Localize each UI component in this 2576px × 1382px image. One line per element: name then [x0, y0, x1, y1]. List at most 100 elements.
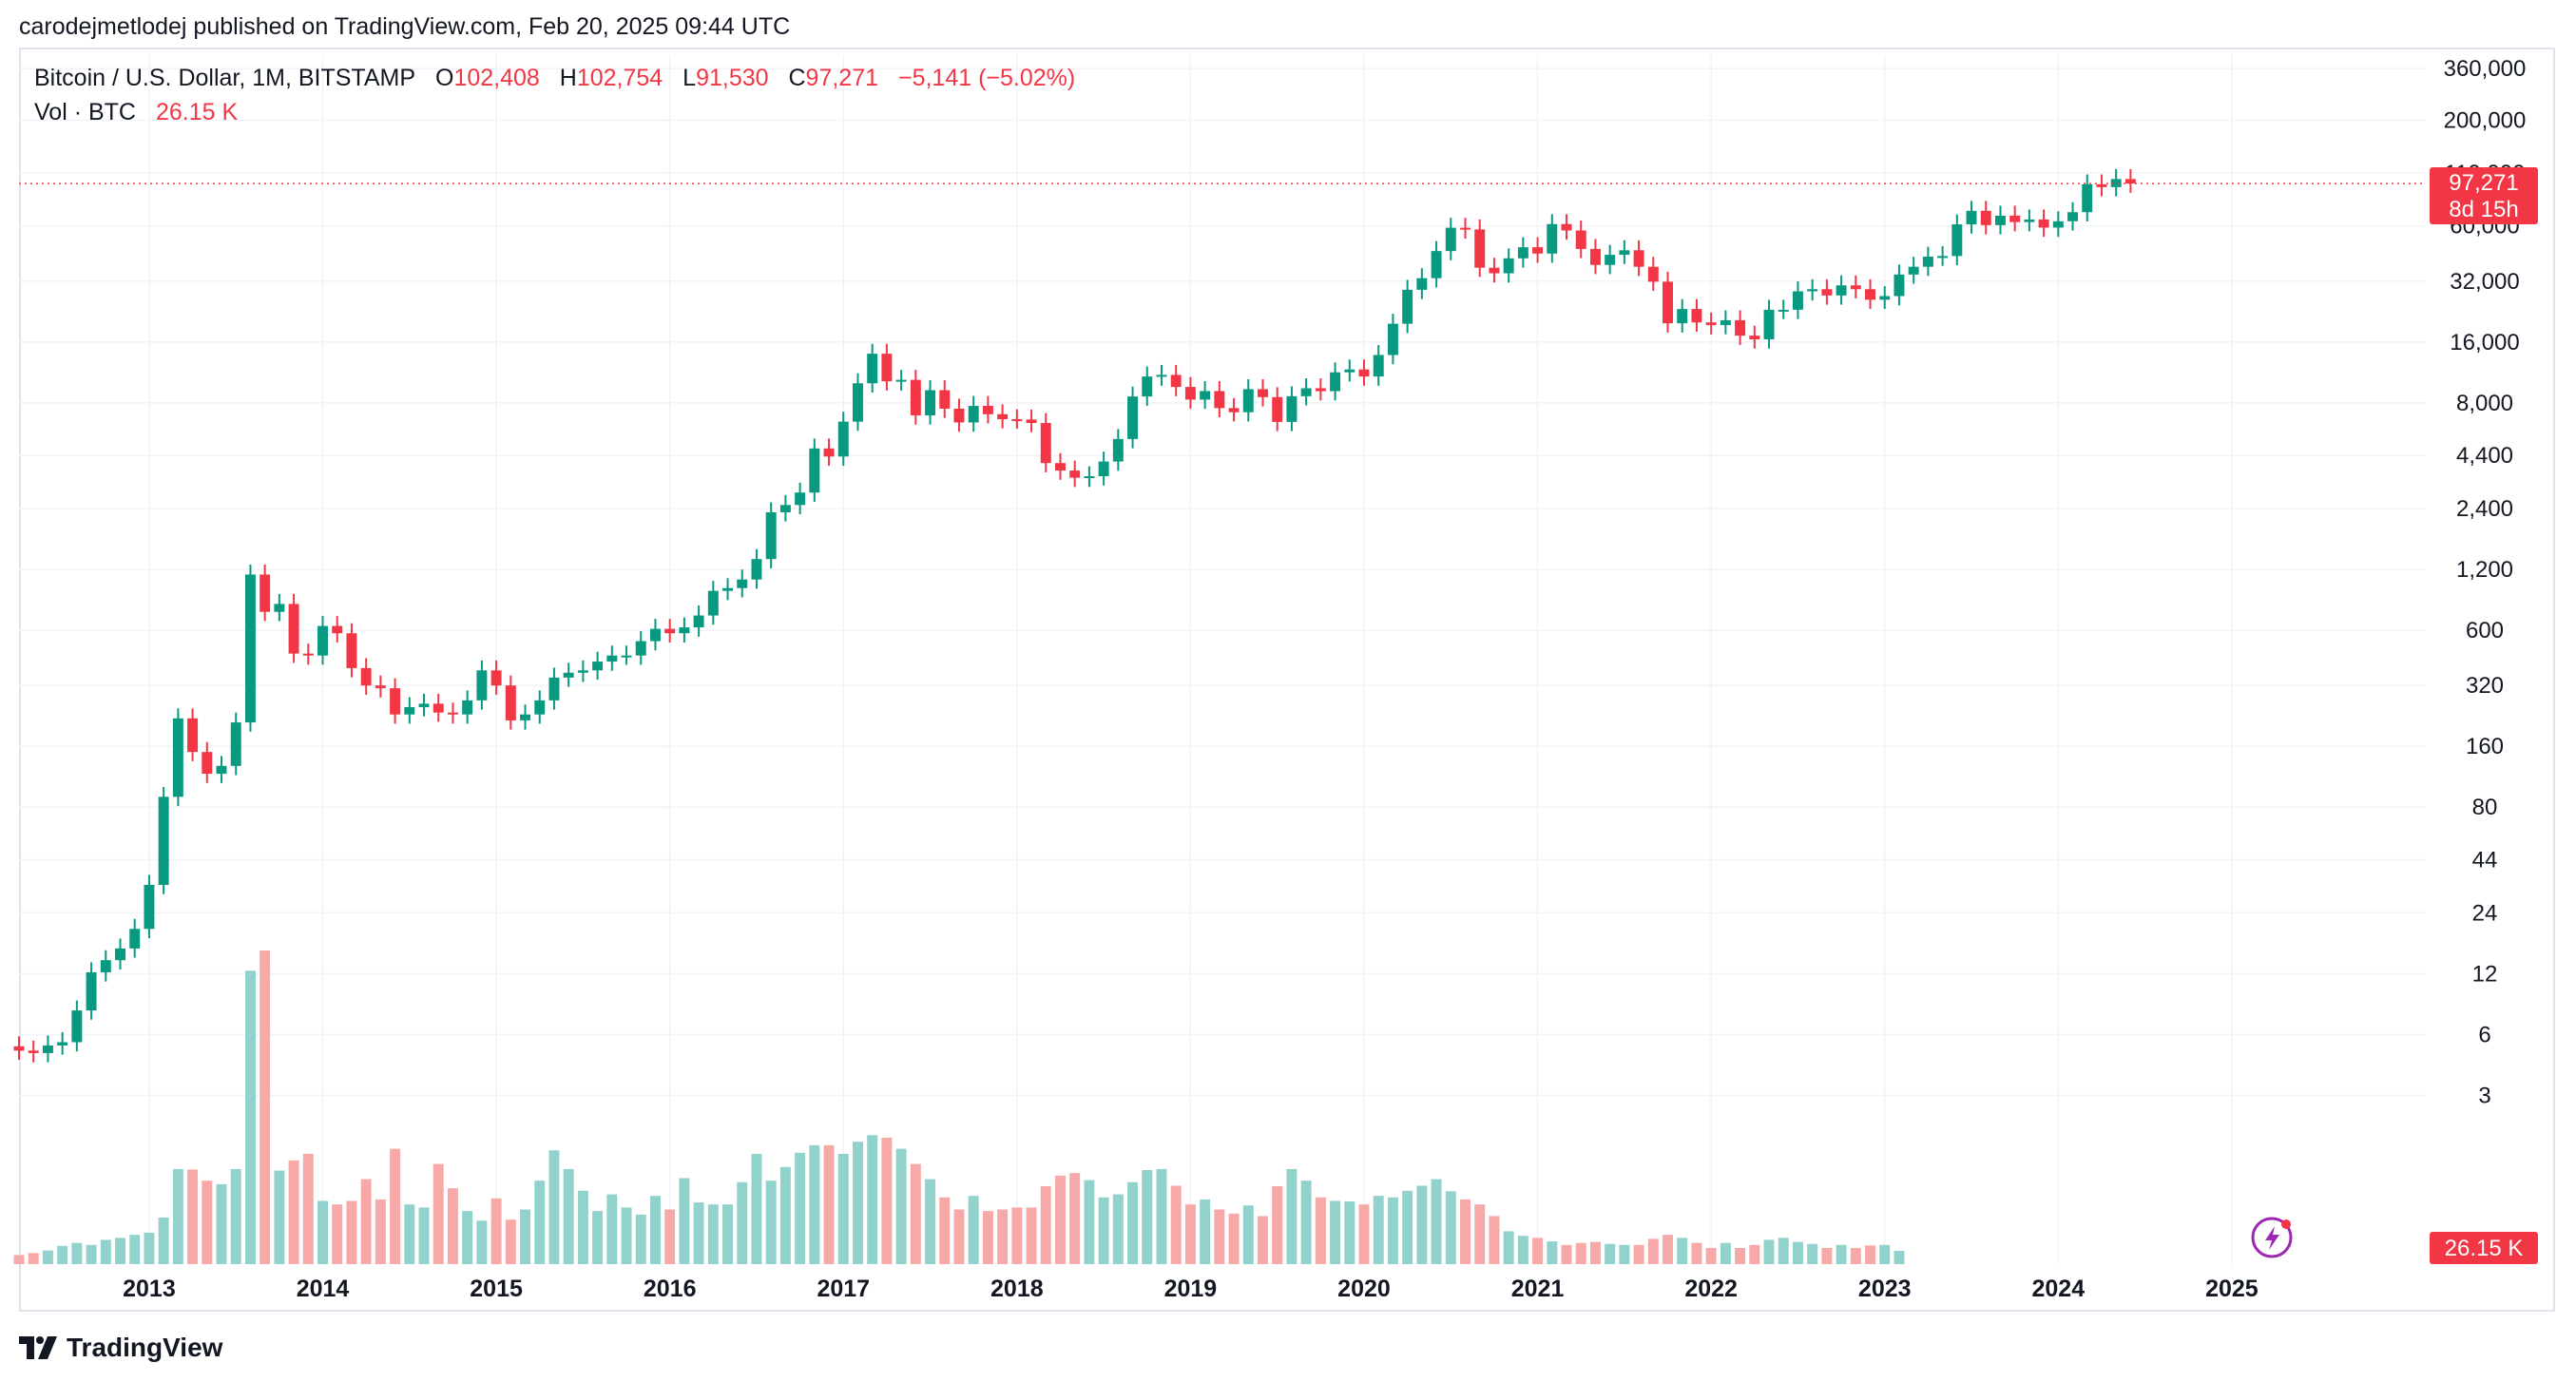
volume-bar: [1894, 1251, 1905, 1264]
candle: [1749, 325, 1760, 349]
last-price-tag: 97,271 8d 15h: [2430, 167, 2538, 224]
volume-tag-value: 26.15 K: [2445, 1236, 2524, 1261]
x-tick-label: 2025: [2205, 1276, 2259, 1302]
candle: [244, 565, 256, 732]
candle-body: [1489, 267, 1500, 274]
candle-body: [2124, 179, 2136, 184]
volume-bars: [13, 950, 1905, 1264]
candle: [1951, 214, 1963, 266]
candle-body: [2096, 183, 2107, 187]
candle: [1821, 278, 1833, 305]
volume-bar: [1807, 1243, 1818, 1264]
candle: [433, 693, 444, 722]
candle-body: [635, 641, 646, 656]
low-value: 91,530: [696, 65, 769, 91]
candle-body: [852, 383, 863, 422]
candle-body: [765, 511, 777, 560]
candle: [1142, 366, 1153, 406]
candle: [86, 962, 97, 1020]
candle: [779, 494, 791, 522]
candle-body: [548, 677, 560, 701]
volume-bar: [1330, 1200, 1341, 1264]
tradingview-logo[interactable]: TradingView: [19, 1333, 222, 1363]
candle: [57, 1032, 68, 1055]
candle: [953, 398, 965, 432]
volume-bar: [621, 1207, 632, 1264]
candle-body: [1170, 374, 1182, 388]
candle: [2009, 205, 2021, 232]
volume-bar: [1272, 1186, 1283, 1264]
candle-body: [1966, 210, 1977, 225]
volume-legend[interactable]: Vol · BTC 26.15 K: [34, 99, 238, 126]
candle: [462, 690, 473, 724]
volume-bar: [1561, 1244, 1572, 1264]
volume-bar: [1619, 1244, 1630, 1264]
candle: [2096, 174, 2107, 197]
candle-body: [1431, 251, 1442, 278]
candle: [1258, 378, 1268, 407]
candle: [1589, 239, 1601, 275]
volume-bar: [404, 1204, 415, 1264]
candle: [216, 756, 227, 783]
candle-body: [1460, 227, 1471, 230]
candle: [1489, 258, 1500, 283]
volume-bar: [1286, 1168, 1298, 1264]
candle: [1286, 386, 1298, 432]
volume-bar: [1170, 1185, 1182, 1264]
candle-body: [1445, 227, 1456, 252]
candle-body: [1200, 391, 1211, 400]
candle: [260, 565, 271, 622]
volume-bar: [274, 1170, 285, 1264]
candle-body: [534, 700, 546, 715]
candle-body: [375, 685, 386, 689]
volume-label: Vol · BTC: [34, 99, 136, 125]
candle-body: [1474, 229, 1486, 268]
candle-body: [606, 655, 618, 662]
candle-body: [1098, 461, 1109, 477]
candle-body: [1850, 285, 1861, 290]
candle: [1561, 214, 1572, 240]
candle-body: [520, 714, 531, 720]
time-axis[interactable]: 2013 2014 2015 2016 2017 2018 2019 2020 2021 2022…: [123, 1276, 2259, 1302]
candle: [895, 370, 907, 391]
candle-body: [779, 505, 791, 512]
candle: [1112, 429, 1124, 471]
x-tick-label: 2019: [1164, 1276, 1218, 1302]
candle-body: [2082, 183, 2093, 213]
candle-body: [1605, 255, 1616, 265]
candle: [1272, 387, 1283, 432]
candle: [1663, 271, 1673, 333]
candle-body: [1084, 476, 1095, 479]
tradingview-logo-icon: [19, 1336, 57, 1359]
y-tick-label: 1,200: [2456, 557, 2513, 583]
candle: [881, 343, 893, 391]
candle: [346, 623, 357, 678]
candle: [1040, 413, 1051, 472]
candle-body: [1575, 230, 1586, 249]
volume-bar: [649, 1196, 661, 1264]
candle: [606, 645, 618, 671]
candle-body: [1142, 376, 1153, 397]
candle-body: [982, 406, 993, 414]
candle: [1503, 248, 1514, 283]
symbol-legend[interactable]: Bitcoin / U.S. Dollar, 1M, BITSTAMP O102…: [34, 65, 1075, 92]
candle: [1720, 310, 1731, 335]
candle: [1547, 214, 1558, 263]
candle: [1344, 359, 1355, 382]
volume-bar: [129, 1235, 141, 1264]
candle-body: [505, 685, 516, 720]
candle: [476, 660, 488, 710]
symbol-name: Bitcoin / U.S. Dollar, 1M, BITSTAMP: [34, 65, 416, 91]
lightning-icon[interactable]: [2251, 1217, 2293, 1258]
candle-body: [968, 406, 979, 423]
candle-body: [1922, 257, 1933, 267]
candle: [1431, 240, 1442, 288]
candle: [1677, 298, 1688, 333]
volume-bar: [1532, 1238, 1544, 1264]
y-tick-label: 320: [2466, 673, 2504, 699]
candle: [1922, 246, 1933, 277]
candle: [1315, 377, 1326, 401]
candle-body: [1040, 423, 1051, 464]
candle: [447, 702, 458, 724]
